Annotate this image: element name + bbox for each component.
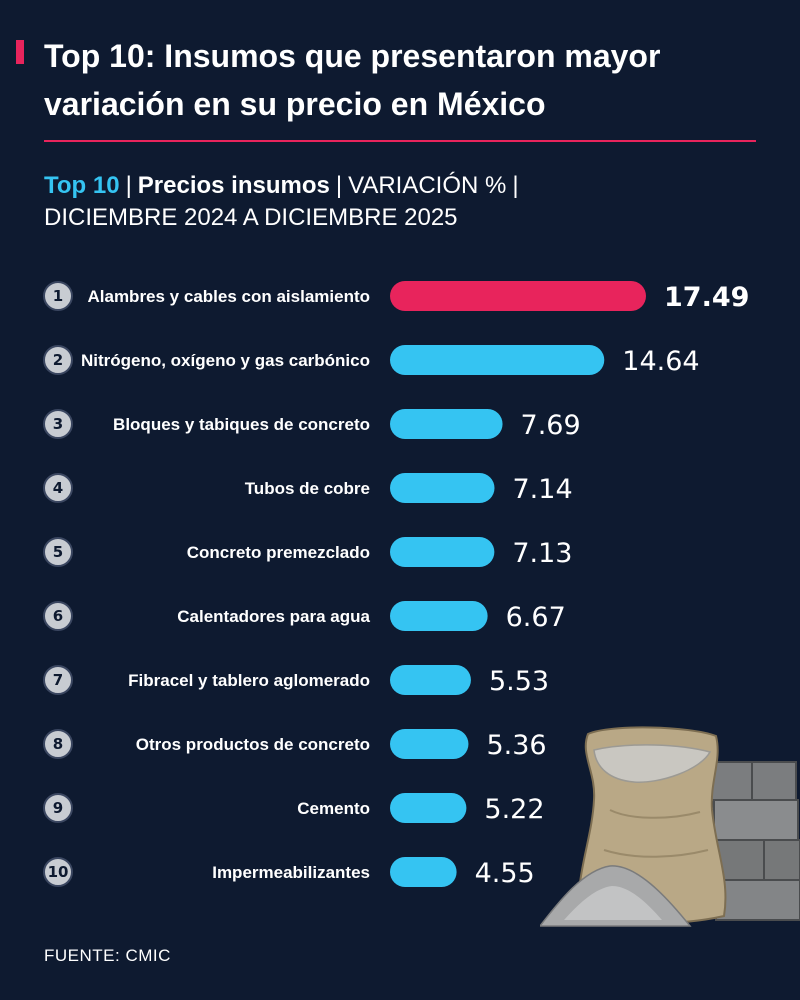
subtitle-separator: | <box>125 172 132 199</box>
category-label: Nitrógeno, oxígeno y gas carbónico <box>81 351 370 370</box>
category-label: Bloques y tabiques de concreto <box>113 415 370 434</box>
bar <box>390 345 605 375</box>
rank-number: 4 <box>53 479 63 497</box>
rank-number: 7 <box>53 671 63 689</box>
rank-circle <box>43 729 73 759</box>
data-label: 7.13 <box>512 538 572 569</box>
category-label: Concreto premezclado <box>187 543 370 562</box>
bar <box>390 857 457 887</box>
rank-circle <box>43 793 73 823</box>
rank-circle <box>43 473 73 503</box>
data-label: 7.69 <box>521 410 581 441</box>
data-label: 5.36 <box>486 730 546 761</box>
rank-number: 9 <box>53 799 63 817</box>
bar <box>390 281 646 311</box>
title-divider <box>44 140 756 142</box>
title-line-1: Top 10: Insumos que presentaron mayor <box>44 38 661 74</box>
bar <box>390 537 495 567</box>
data-label: 7.14 <box>513 474 573 505</box>
category-label: Impermeabilizantes <box>212 863 370 882</box>
category-label: Alambres y cables con aislamiento <box>87 287 370 306</box>
subtitle-top10: Top 10 <box>44 172 120 199</box>
category-label: Otros productos de concreto <box>136 735 370 754</box>
bar-chart: 1 Alambres y cables con aislamiento 17.49 2… <box>43 281 749 889</box>
rank-circle <box>43 281 73 311</box>
rank-circle <box>43 665 73 695</box>
cement-powder-pile-icon <box>540 865 692 927</box>
subtitle-line-1: Top 10 | Precios insumos | VARIACIÓN % | <box>44 170 764 202</box>
rank-number: 3 <box>53 415 63 433</box>
data-label: 17.49 <box>664 282 749 313</box>
rank-circle <box>43 537 73 567</box>
category-label: Fibracel y tablero aglomerado <box>128 671 370 690</box>
rank-circle <box>43 857 73 887</box>
bar <box>390 793 467 823</box>
category-label: Tubos de cobre <box>245 479 370 498</box>
title-line-2: variación en su precio en México <box>44 86 546 122</box>
cement-sack-and-blocks-icon <box>540 726 800 927</box>
subtitle-separator: | <box>512 172 519 199</box>
chart-subtitle: Top 10 | Precios insumos | VARIACIÓN % | DICI… <box>44 170 764 234</box>
data-label: 5.22 <box>484 794 544 825</box>
rank-circle <box>43 345 73 375</box>
title-accent-mark <box>16 40 24 64</box>
subtitle-precios: Precios insumos <box>137 172 330 199</box>
bar <box>390 409 503 439</box>
bar <box>390 665 471 695</box>
data-label: 14.64 <box>622 346 699 377</box>
rank-number: 2 <box>53 351 63 369</box>
data-label: 4.55 <box>475 858 535 889</box>
rank-number: 6 <box>53 607 63 625</box>
subtitle-variacion: VARIACIÓN % <box>348 172 507 199</box>
data-label: 6.67 <box>506 602 566 633</box>
category-label: Cemento <box>297 799 370 818</box>
rank-number: 5 <box>53 543 63 561</box>
rank-number: 1 <box>53 287 63 305</box>
source-note: FUENTE: CMIC <box>44 946 171 965</box>
bar <box>390 729 469 759</box>
subtitle-separator: | <box>335 172 343 199</box>
rank-number: 8 <box>53 735 63 753</box>
page-title: Top 10: Insumos que presentaron mayor va… <box>44 32 774 128</box>
concrete-blocks-icon <box>707 761 800 921</box>
bar <box>390 473 495 503</box>
rank-circle <box>43 601 73 631</box>
subtitle-line-2: DICIEMBRE 2024 A DICIEMBRE 2025 <box>44 204 458 231</box>
data-label: 5.53 <box>489 666 549 697</box>
rank-circle <box>43 409 73 439</box>
rank-number: 10 <box>48 863 69 881</box>
category-label: Calentadores para agua <box>177 607 370 626</box>
bar <box>390 601 488 631</box>
